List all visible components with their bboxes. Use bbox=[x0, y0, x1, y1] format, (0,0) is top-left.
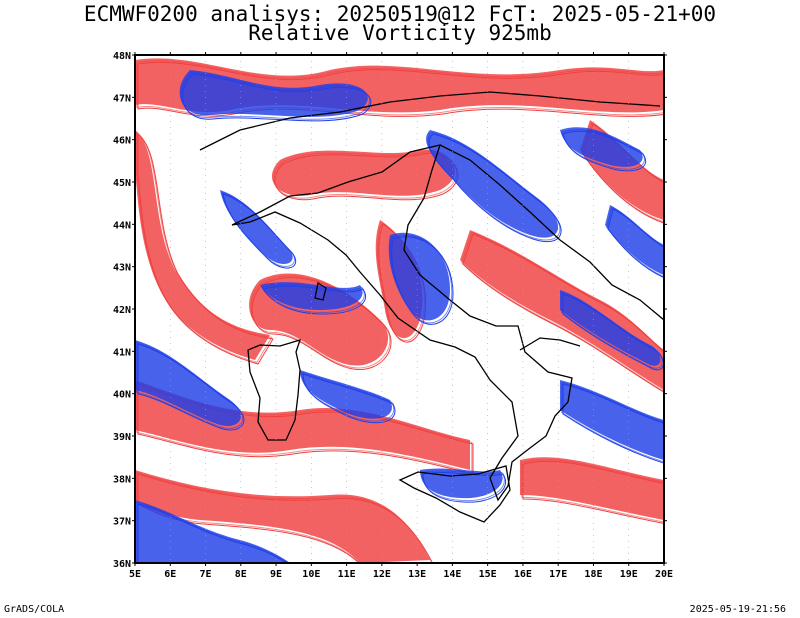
vorticity-bands bbox=[135, 58, 664, 563]
negative-vorticity-band bbox=[560, 380, 664, 460]
lon-label: 12E bbox=[373, 569, 391, 580]
contour-line bbox=[422, 472, 506, 503]
contour-line bbox=[562, 383, 664, 464]
lat-label: 43N bbox=[113, 263, 131, 274]
map-title: ECMWF0200 analisys: 20250519@12 FcT: 202… bbox=[83, 2, 717, 26]
contour-line bbox=[561, 381, 664, 463]
contour-line bbox=[136, 341, 244, 429]
contour-line bbox=[137, 503, 288, 563]
lat-label: 41N bbox=[113, 347, 131, 358]
footer-software: GrADS/COLA bbox=[4, 604, 65, 615]
lon-label: 15E bbox=[479, 569, 497, 580]
lat-label: 36N bbox=[113, 559, 131, 570]
longitude-labels: 5E 6E 7E 8E 9E 10E 11E 12E 13E 14E 15E 16E 17E 18E 19E… bbox=[129, 569, 673, 580]
lon-label: 11E bbox=[338, 569, 356, 580]
lon-label: 10E bbox=[302, 569, 320, 580]
negative-vorticity-band bbox=[426, 130, 559, 238]
contour-field bbox=[135, 55, 664, 563]
contour-line bbox=[301, 371, 395, 422]
contour-line bbox=[561, 291, 663, 369]
negative-vorticity-band bbox=[560, 290, 661, 366]
lon-label: 16E bbox=[514, 569, 532, 580]
contour-line bbox=[302, 373, 396, 424]
footer-timestamp: 2025-05-19-21:56 bbox=[689, 604, 786, 615]
lon-label: 19E bbox=[620, 569, 638, 580]
lat-label: 38N bbox=[113, 474, 131, 485]
lat-label: 46N bbox=[113, 136, 131, 147]
lat-label: 47N bbox=[113, 93, 131, 104]
contour-line bbox=[137, 473, 434, 563]
lon-label: 14E bbox=[443, 569, 461, 580]
contour-line bbox=[561, 129, 645, 170]
contour-line bbox=[273, 151, 458, 199]
lon-label: 8E bbox=[235, 569, 247, 580]
map-subtitle: Relative Vorticity 925mb bbox=[248, 21, 552, 45]
positive-vorticity-band bbox=[135, 470, 430, 563]
coastline bbox=[199, 91, 664, 523]
lat-label: 48N bbox=[113, 51, 131, 62]
contour-line bbox=[262, 285, 366, 315]
lat-label: 42N bbox=[113, 305, 131, 316]
contour-line bbox=[137, 343, 245, 431]
lon-label: 9E bbox=[270, 569, 282, 580]
lon-label: 17E bbox=[549, 569, 567, 580]
grid-dots bbox=[169, 55, 630, 563]
lon-label: 18E bbox=[584, 569, 602, 580]
contour-line bbox=[521, 459, 664, 523]
contour-line bbox=[182, 73, 372, 122]
contour-line bbox=[462, 233, 664, 393]
contour-line bbox=[427, 131, 561, 241]
negative-vorticity-band bbox=[260, 282, 363, 310]
negative-vorticity-band bbox=[300, 370, 392, 419]
contour-line bbox=[522, 460, 664, 524]
lat-label: 37N bbox=[113, 517, 131, 528]
contour-line bbox=[136, 501, 290, 563]
lat-label: 39N bbox=[113, 432, 131, 443]
negative-vorticity-band bbox=[135, 340, 241, 426]
negative-vorticity-band bbox=[179, 70, 368, 117]
contour-line bbox=[137, 132, 274, 365]
positive-vorticity-band bbox=[135, 380, 470, 470]
negative-vorticity-band bbox=[420, 468, 503, 499]
negative-vorticity-band bbox=[560, 127, 643, 167]
positive-vorticity-band bbox=[135, 130, 270, 360]
lon-label: 13E bbox=[408, 569, 426, 580]
lon-label: 6E bbox=[164, 569, 176, 580]
positive-vorticity-band bbox=[520, 457, 664, 520]
contour-line bbox=[137, 383, 474, 475]
lon-label: 20E bbox=[655, 569, 673, 580]
latitude-labels: 48N 47N 46N 45N 44N 43N 42N 41N 40N 39N 38N 37N 36N bbox=[113, 51, 131, 570]
axis-ticks bbox=[132, 52, 667, 566]
contour-line bbox=[562, 130, 646, 172]
negative-vorticity-band bbox=[388, 232, 450, 321]
contour-line bbox=[274, 152, 459, 201]
contour-line bbox=[181, 71, 371, 120]
contour-line bbox=[421, 470, 505, 501]
lat-label: 40N bbox=[113, 390, 131, 401]
contour-line bbox=[136, 131, 273, 363]
negative-vorticity-band bbox=[135, 500, 290, 563]
lon-label: 7E bbox=[200, 569, 212, 580]
contour-line bbox=[390, 234, 453, 324]
negative-vorticity-band bbox=[605, 205, 664, 275]
positive-vorticity-band bbox=[271, 149, 455, 196]
contour-line bbox=[606, 206, 664, 278]
lat-label: 44N bbox=[113, 220, 131, 231]
lat-label: 45N bbox=[113, 178, 131, 189]
lon-label: 5E bbox=[129, 569, 141, 580]
contour-line bbox=[260, 284, 365, 313]
negative-vorticity-band bbox=[220, 190, 293, 265]
contour-line bbox=[391, 236, 454, 325]
contour-line bbox=[136, 381, 473, 474]
